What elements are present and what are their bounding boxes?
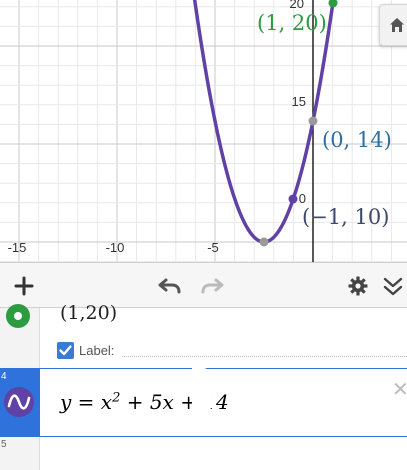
label-input[interactable] — [122, 356, 407, 357]
expr-y: y — [60, 390, 72, 414]
expression-text[interactable]: (1,20) — [60, 302, 118, 324]
home-icon — [390, 18, 404, 32]
label-checkbox-text: Label: — [79, 343, 115, 358]
redo-icon — [201, 278, 224, 294]
point-color-icon[interactable] — [0, 304, 40, 334]
curve-color-icon[interactable] — [0, 369, 40, 436]
graph-canvas[interactable]: -15 -10 -5 20 15 0 (1, 20) (0, 14) (−1, … — [0, 0, 407, 262]
vertex-point[interactable] — [259, 237, 269, 247]
expression-item-parabola[interactable]: 4 y = x2 + 5x + 14 ✕ — [0, 361, 407, 437]
x-tick-label: -15 — [8, 240, 27, 255]
close-icon: ✕ — [392, 379, 407, 401]
check-icon — [59, 345, 72, 356]
collapse-list-button[interactable] — [378, 263, 407, 309]
point-0-14[interactable] — [308, 116, 318, 126]
home-button[interactable] — [379, 4, 407, 46]
expression-index: 4 — [1, 371, 7, 382]
redo-button[interactable] — [192, 263, 232, 309]
expression-gutter — [0, 304, 40, 368]
y-tick-label: 20 — [290, 0, 304, 11]
expr-exponent: 2 — [112, 390, 121, 406]
expr-eq: = x — [71, 390, 113, 414]
double-chevron-icon — [383, 277, 402, 296]
add-item-button[interactable] — [4, 263, 44, 309]
point-label-neg1-10: (−1, 10) — [302, 205, 389, 229]
graph-svg[interactable]: -15 -10 -5 20 15 0 (1, 20) (0, 14) (−1, … — [0, 0, 407, 262]
undo-button[interactable] — [150, 263, 190, 309]
settings-button[interactable] — [338, 263, 378, 309]
point-1-20[interactable] — [328, 0, 338, 8]
y-tick-label: 15 — [292, 94, 306, 109]
x-tick-label: -5 — [207, 240, 219, 255]
expression-item-empty[interactable]: 5 — [0, 437, 407, 470]
label-checkbox[interactable] — [57, 342, 74, 359]
expression-gutter: 5 — [0, 437, 40, 470]
expression-list: (1,20) Label: 4 y = x2 + 5x + 14 ✕ — [0, 302, 407, 470]
cursor-overlay — [192, 361, 214, 417]
undo-icon — [158, 278, 181, 294]
expression-latex[interactable]: y = x2 + 5x + 14 — [60, 390, 229, 414]
gear-icon — [348, 276, 368, 296]
x-tick-label: -10 — [106, 240, 125, 255]
expression-toolbar — [0, 262, 407, 308]
point-label-0-14: (0, 14) — [322, 128, 392, 152]
plus-icon — [14, 276, 34, 296]
expression-gutter-active: 4 — [0, 369, 40, 436]
point-neg1-10[interactable] — [288, 194, 298, 204]
point-label-1-20: (1, 20) — [257, 11, 327, 35]
y-tick-label: 0 — [299, 191, 306, 206]
expression-index: 5 — [1, 439, 7, 450]
expression-item-point[interactable]: (1,20) Label: — [0, 302, 407, 369]
delete-expression-button[interactable]: ✕ — [392, 377, 407, 402]
